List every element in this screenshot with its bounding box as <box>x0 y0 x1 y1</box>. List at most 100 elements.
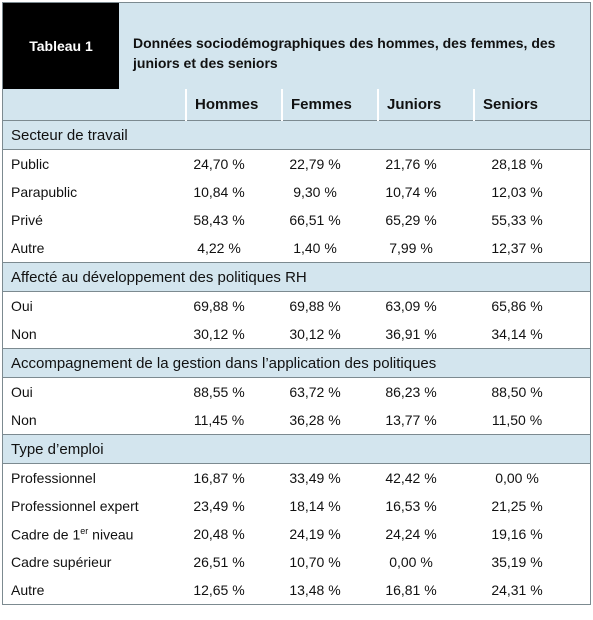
row-label: Professionnel expert <box>11 498 139 514</box>
section-title: Accompagnement de la gestion dans l’appl… <box>3 348 590 378</box>
value-cell: 16,81 % <box>385 582 437 598</box>
value-cell: 22,79 % <box>289 156 341 172</box>
value-cell: 10,74 % <box>385 184 437 200</box>
value-cell: 21,25 % <box>491 498 543 514</box>
row-label: Non <box>11 326 37 342</box>
table-card: Tableau 1 Données sociodémographiques de… <box>2 2 591 605</box>
value-cell: 88,50 % <box>491 384 543 400</box>
data-row: Cadre de 1er niveau 20,48 % 24,19 % 24,24 %… <box>3 520 590 548</box>
data-row: Professionnel expert 23,49 % 18,14 % 16,53 … <box>3 492 590 520</box>
data-row: Autre 12,65 % 13,48 % 16,81 % 24,31 % <box>3 576 590 604</box>
value-cell: 55,33 % <box>491 212 543 228</box>
value-cell: 33,49 % <box>289 470 341 486</box>
row-label: Oui <box>11 384 33 400</box>
row-label: Autre <box>11 240 45 256</box>
value-cell: 10,70 % <box>289 554 341 570</box>
value-cell: 7,99 % <box>389 240 433 256</box>
data-row: Autre 4,22 % 1,40 % 7,99 % 12,37 % <box>3 234 590 263</box>
value-cell: 30,12 % <box>289 326 341 342</box>
value-cell: 36,28 % <box>289 412 341 428</box>
value-cell: 28,18 % <box>491 156 543 172</box>
row-label: Non <box>11 412 37 428</box>
value-cell: 35,19 % <box>491 554 543 570</box>
value-cell: 9,30 % <box>293 184 337 200</box>
section-title: Type d’emploi <box>3 434 590 464</box>
value-cell: 24,31 % <box>491 582 543 598</box>
section-title: Secteur de travail <box>3 120 590 150</box>
row-label: Privé <box>11 212 43 228</box>
value-cell: 30,12 % <box>193 326 245 342</box>
label-part: Cadre de 1 <box>11 526 81 543</box>
section-row: Accompagnement de la gestion dans l’appl… <box>3 348 590 378</box>
value-cell: 20,48 % <box>193 526 245 542</box>
value-cell: 69,88 % <box>289 298 341 314</box>
row-label: Cadre supérieur <box>11 554 112 570</box>
value-cell: 16,87 % <box>193 470 245 486</box>
value-cell: 63,72 % <box>289 384 341 400</box>
value-cell: 10,84 % <box>193 184 245 200</box>
row-label: Public <box>11 156 50 172</box>
table-title: Données sociodémographiques des hommes, … <box>133 35 556 71</box>
column-header: Hommes <box>185 89 282 121</box>
value-cell: 12,03 % <box>491 184 543 200</box>
value-cell: 11,50 % <box>491 412 543 428</box>
value-cell: 4,22 % <box>197 240 241 256</box>
value-cell: 16,53 % <box>385 498 437 514</box>
header-row: Hommes Femmes Juniors Seniors <box>3 89 590 121</box>
value-cell: 21,76 % <box>385 156 437 172</box>
value-cell: 34,14 % <box>491 326 543 342</box>
column-header: Juniors <box>377 89 474 121</box>
value-cell: 19,16 % <box>491 526 543 542</box>
value-cell: 1,40 % <box>293 240 337 256</box>
section-title: Affecté au développement des politiques … <box>3 262 590 292</box>
section-row: Affecté au développement des politiques … <box>3 262 590 292</box>
value-cell: 65,86 % <box>491 298 543 314</box>
table-label: Tableau 1 <box>3 3 119 89</box>
value-cell: 42,42 % <box>385 470 437 486</box>
value-cell: 58,43 % <box>193 212 245 228</box>
value-cell: 0,00 % <box>495 470 539 486</box>
data-row: Oui 88,55 % 63,72 % 86,23 % 88,50 % <box>3 378 590 407</box>
row-label: Parapublic <box>11 184 78 200</box>
section-row: Type d’emploi <box>3 434 590 464</box>
value-cell: 69,88 % <box>193 298 245 314</box>
data-row: Non 30,12 % 30,12 % 36,91 % 34,14 % <box>3 320 590 349</box>
value-cell: 23,49 % <box>193 498 245 514</box>
value-cell: 86,23 % <box>385 384 437 400</box>
section-row: Secteur de travail <box>3 120 590 150</box>
data-row: Public 24,70 % 22,79 % 21,76 % 28,18 % <box>3 150 590 179</box>
value-cell: 0,00 % <box>389 554 433 570</box>
row-label: Oui <box>11 298 33 314</box>
column-header: Seniors <box>473 89 590 121</box>
row-label: Autre <box>11 582 45 598</box>
value-cell: 88,55 % <box>193 384 245 400</box>
label-part: er <box>80 525 89 536</box>
value-cell: 13,48 % <box>289 582 341 598</box>
value-cell: 36,91 % <box>385 326 437 342</box>
value-cell: 65,29 % <box>385 212 437 228</box>
value-cell: 24,70 % <box>193 156 245 172</box>
table-body: Secteur de travail Public 24,70 % 22,79 % 21… <box>3 120 590 605</box>
data-table: Hommes Femmes Juniors Seniors Secteur de tr… <box>3 89 590 604</box>
value-cell: 24,24 % <box>385 526 437 542</box>
data-row: Oui 69,88 % 69,88 % 63,09 % 65,86 % <box>3 292 590 321</box>
data-row: Privé 58,43 % 66,51 % 65,29 % 55,33 % <box>3 206 590 234</box>
value-cell: 12,37 % <box>491 240 543 256</box>
value-cell: 11,45 % <box>193 412 245 428</box>
value-cell: 18,14 % <box>289 498 341 514</box>
value-cell: 63,09 % <box>385 298 437 314</box>
value-cell: 13,77 % <box>385 412 437 428</box>
value-cell: 24,19 % <box>289 526 341 542</box>
data-row: Parapublic 10,84 % 9,30 % 10,74 % 12,03 % <box>3 178 590 206</box>
data-row: Cadre supérieur 26,51 % 10,70 % 0,00 % 35,19… <box>3 548 590 576</box>
column-header: Femmes <box>281 89 378 121</box>
row-label: Professionnel <box>11 470 96 486</box>
value-cell: 12,65 % <box>193 582 245 598</box>
row-label: Cadre de 1er niveau <box>3 520 186 548</box>
data-row: Non 11,45 % 36,28 % 13,77 % 11,50 % <box>3 406 590 435</box>
value-cell: 26,51 % <box>193 554 245 570</box>
label-part: niveau <box>88 526 134 543</box>
header: Tableau 1 Données sociodémographiques de… <box>3 3 590 89</box>
header-cell <box>3 89 186 121</box>
